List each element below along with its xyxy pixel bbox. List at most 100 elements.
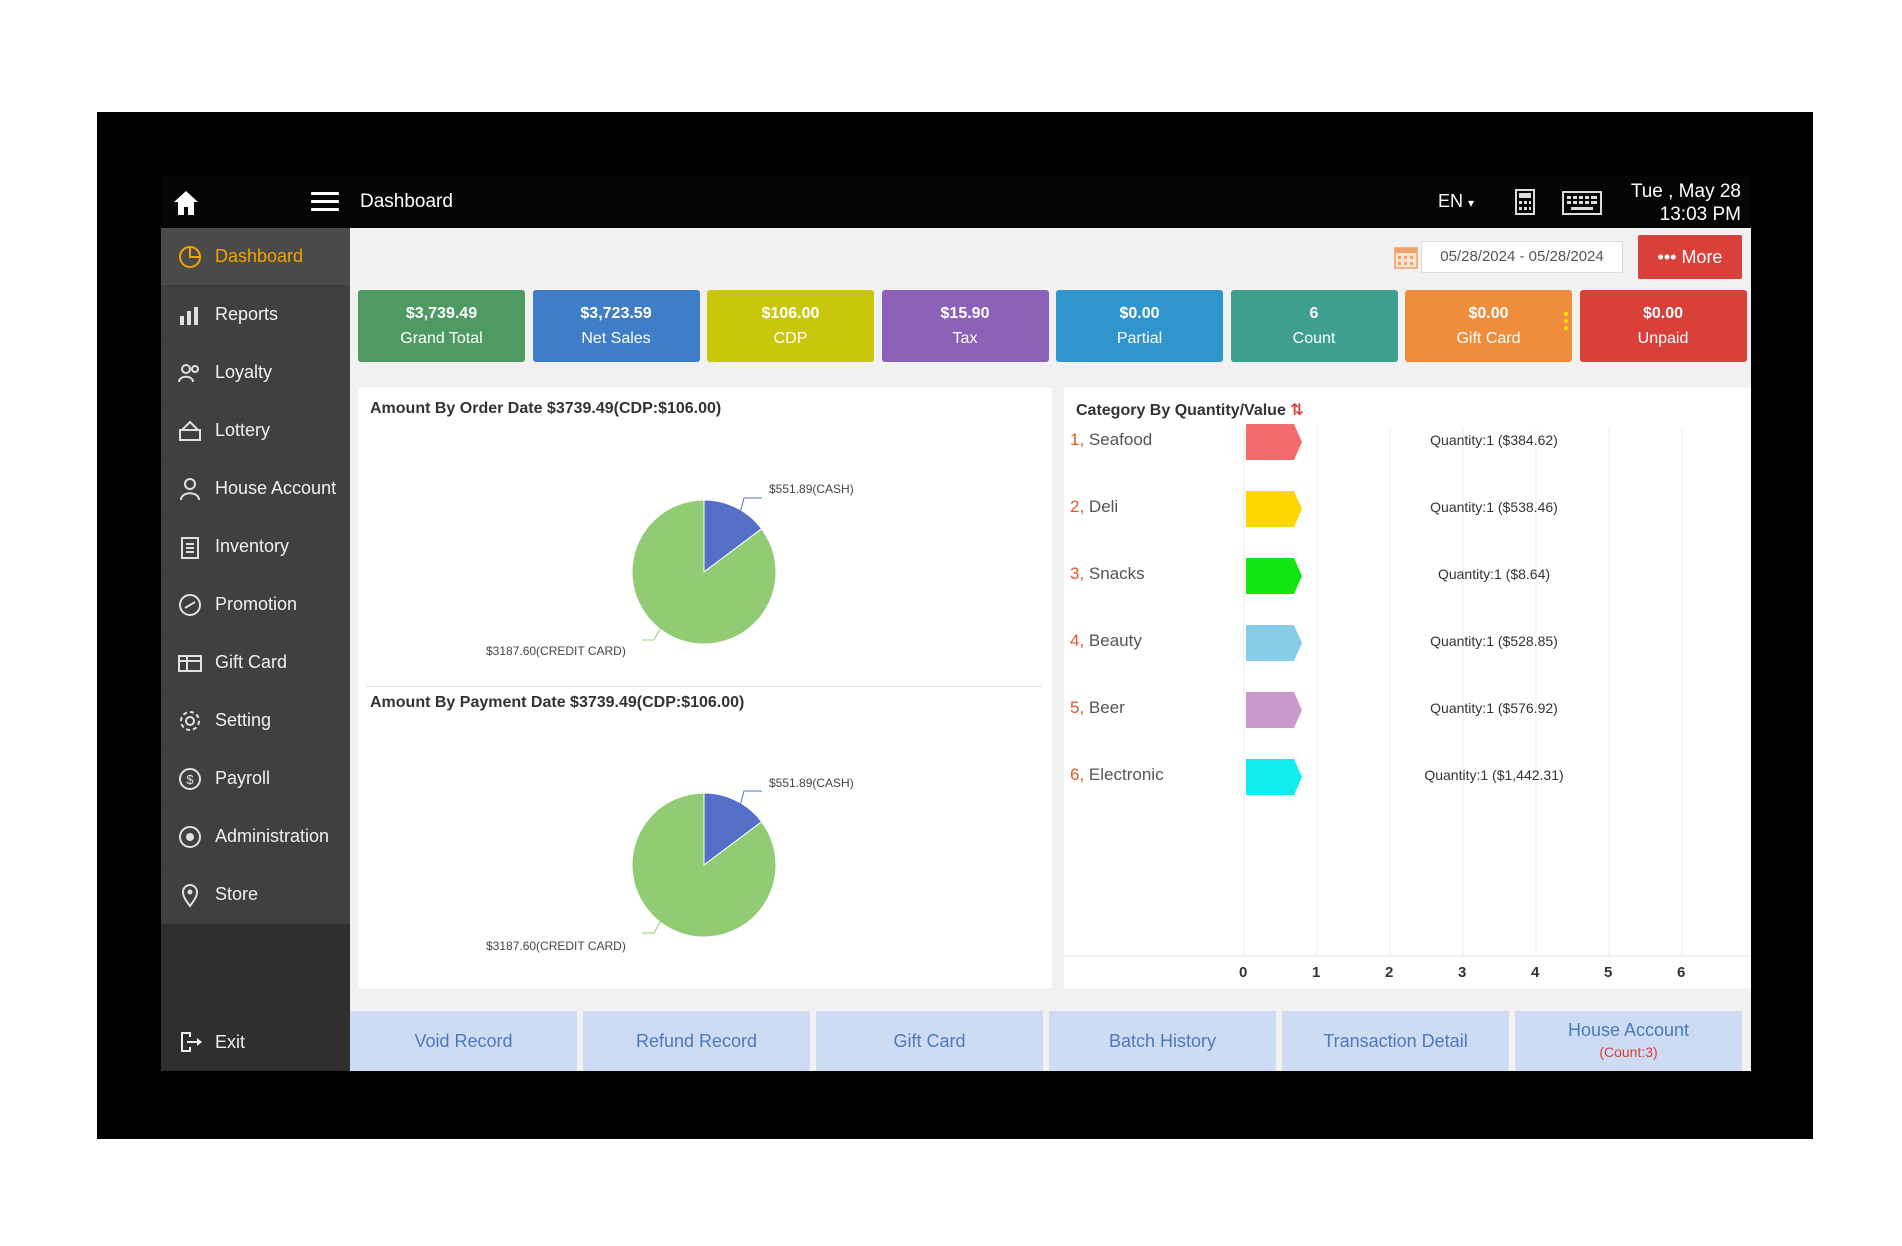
stat-card-grand-total[interactable]: $3,739.49 Grand Total bbox=[358, 290, 525, 362]
category-row-deli: 2, Deli Quantity:1 ($538.46) bbox=[1064, 489, 1751, 529]
sidebar-item-reports[interactable]: Reports bbox=[161, 286, 350, 344]
menu-toggle-icon[interactable] bbox=[311, 192, 339, 214]
transaction-detail-button[interactable]: Transaction Detail bbox=[1282, 1011, 1509, 1071]
sidebar-item-store[interactable]: Store bbox=[161, 866, 350, 924]
category-bar-deli[interactable] bbox=[1246, 491, 1302, 527]
category-label: Snacks bbox=[1088, 564, 1145, 583]
stat-label: Tax bbox=[952, 330, 978, 347]
order-chart-title: Amount By Order Date $3739.49(CDP:$106.0… bbox=[370, 400, 722, 417]
date-range-input[interactable]: 05/28/2024 - 05/28/2024 bbox=[1421, 241, 1623, 273]
refund-record-button[interactable]: Refund Record bbox=[583, 1011, 810, 1071]
sidebar-item-label: Lottery bbox=[215, 420, 271, 440]
stat-card-net-sales[interactable]: $3,723.59 Net Sales bbox=[532, 290, 700, 362]
stat-card-cdp[interactable]: $106.00 CDP bbox=[707, 290, 874, 362]
sidebar-item-inventory[interactable]: Inventory bbox=[161, 518, 350, 576]
home-icon[interactable] bbox=[171, 188, 201, 218]
app-screen: Dashboard Reports Loyalty Lottery House Acco… bbox=[161, 176, 1751, 1071]
calculator-icon[interactable] bbox=[1514, 188, 1536, 216]
order-pie-slice-credit-card[interactable] bbox=[631, 499, 777, 645]
button-label: Transaction Detail bbox=[1323, 1031, 1468, 1051]
category-label: Electronic bbox=[1088, 765, 1164, 784]
exit-label: Exit bbox=[215, 1031, 246, 1052]
category-bar-electronic[interactable] bbox=[1246, 759, 1302, 795]
gear-icon bbox=[180, 710, 200, 731]
category-rank: 5, bbox=[1070, 698, 1085, 717]
sidebar: Dashboard Reports Loyalty Lottery House Acco… bbox=[161, 176, 350, 1071]
gift-card-button[interactable]: Gift Card bbox=[816, 1011, 1043, 1071]
lottery-icon bbox=[179, 420, 201, 441]
order-pie-cash-leader-line bbox=[738, 497, 762, 518]
category-row-beer: 5, Beer Quantity:1 ($576.92) bbox=[1064, 690, 1751, 730]
category-quantity: Quantity:1 ($384.62) bbox=[1430, 432, 1558, 448]
payment-chart-title: Amount By Payment Date $3739.49(CDP:$106… bbox=[370, 694, 745, 711]
exit-icon bbox=[181, 1032, 202, 1052]
more-button[interactable]: ••• More bbox=[1638, 235, 1742, 279]
stat-card-unpaid[interactable]: $0.00 Unpaid bbox=[1579, 290, 1747, 362]
chart-pie-icon bbox=[179, 245, 201, 268]
stat-value: 6 bbox=[1309, 305, 1319, 322]
payment-card-label: $3187.60(CREDIT CARD) bbox=[486, 939, 626, 953]
category-bar-beauty[interactable] bbox=[1246, 625, 1302, 661]
category-bar-beer[interactable] bbox=[1246, 692, 1302, 728]
gift-card-icon bbox=[178, 654, 202, 672]
category-label: Deli bbox=[1088, 497, 1119, 516]
sidebar-item-administration[interactable]: Administration bbox=[161, 808, 350, 866]
order-pie-slice-cash[interactable] bbox=[703, 499, 763, 573]
sidebar-item-house-account[interactable]: House Account bbox=[161, 460, 350, 518]
date-label: Tue , May 28 bbox=[1630, 181, 1741, 202]
sidebar-item-exit[interactable]: Exit bbox=[161, 1013, 350, 1071]
button-sublabel: (Count:3) bbox=[1599, 1044, 1658, 1060]
stat-card-gift-card[interactable]: $0.00 Gift Card bbox=[1405, 290, 1572, 362]
language-select[interactable]: EN ▾ bbox=[1438, 191, 1474, 212]
sidebar-item-label: Promotion bbox=[215, 594, 298, 614]
payment-pie-slice-credit-card[interactable] bbox=[631, 792, 777, 938]
calendar-icon[interactable] bbox=[1393, 244, 1419, 270]
stat-card-tax[interactable]: $15.90 Tax bbox=[881, 290, 1049, 362]
sort-icon[interactable]: ⇅ bbox=[1290, 402, 1304, 419]
button-label: House Account bbox=[1567, 1020, 1690, 1040]
batch-history-button[interactable]: Batch History bbox=[1049, 1011, 1276, 1071]
category-rank: 3, bbox=[1070, 564, 1085, 583]
payment-pie-slice-cash[interactable] bbox=[703, 792, 763, 866]
sidebar-nav: Dashboard Reports Loyalty Lottery House Acco… bbox=[161, 228, 350, 924]
time-label: 13:03 PM bbox=[1659, 204, 1741, 225]
stat-label: Net Sales bbox=[581, 330, 651, 347]
sidebar-item-loyalty[interactable]: Loyalty bbox=[161, 344, 350, 402]
category-name: 5, Beer bbox=[1070, 698, 1125, 718]
category-rank: 2, bbox=[1070, 497, 1085, 516]
sidebar-item-lottery[interactable]: Lottery bbox=[161, 402, 350, 460]
category-bar-snacks[interactable] bbox=[1246, 558, 1302, 594]
order-cash-label: $551.89(CASH) bbox=[769, 482, 854, 496]
order-card-label: $3187.60(CREDIT CARD) bbox=[486, 644, 626, 658]
sidebar-item-promotion[interactable]: Promotion bbox=[161, 576, 350, 634]
stat-card-partial[interactable]: $0.00 Partial bbox=[1056, 290, 1223, 362]
category-row-beauty: 4, Beauty Quantity:1 ($528.85) bbox=[1064, 623, 1751, 663]
x-axis-tick-label: 4 bbox=[1531, 964, 1540, 981]
sidebar-item-setting[interactable]: Setting bbox=[161, 692, 350, 750]
stat-card-count[interactable]: 6 Count bbox=[1230, 290, 1398, 362]
chevron-down-icon: ▾ bbox=[1468, 196, 1475, 210]
category-quantity: Quantity:1 ($8.64) bbox=[1437, 566, 1551, 582]
sidebar-item-gift-card[interactable]: Gift Card bbox=[161, 634, 350, 692]
clipboard-icon bbox=[181, 536, 199, 559]
users-icon bbox=[178, 363, 199, 382]
sidebar-item-dashboard[interactable]: Dashboard bbox=[161, 228, 350, 286]
sidebar-item-label: Setting bbox=[215, 710, 272, 730]
category-row-snacks: 3, Snacks Quantity:1 ($8.64) bbox=[1064, 556, 1751, 596]
order-pie-card-leader-line bbox=[642, 621, 665, 641]
category-label: Seafood bbox=[1088, 430, 1153, 449]
payment-pie-cash-leader-line bbox=[738, 790, 762, 811]
keyboard-icon[interactable] bbox=[1562, 190, 1602, 216]
sidebar-item-label: Administration bbox=[215, 826, 330, 846]
house-account-button[interactable]: House Account (Count:3) bbox=[1515, 1011, 1742, 1071]
more-options-icon[interactable] bbox=[1564, 312, 1568, 333]
payment-cash-label: $551.89(CASH) bbox=[769, 776, 854, 790]
category-name: 2, Deli bbox=[1070, 497, 1118, 517]
sidebar-item-payroll[interactable]: $ Payroll bbox=[161, 750, 350, 808]
category-title-text: Category By Quantity/Value bbox=[1076, 402, 1286, 419]
category-panel: Category By Quantity/Value ⇅ 1, Seafood Q… bbox=[1064, 388, 1751, 988]
void-record-button[interactable]: Void Record bbox=[350, 1011, 577, 1071]
category-row-electronic: 6, Electronic Quantity:1 ($1,442.31) bbox=[1064, 757, 1751, 797]
map-pin-icon bbox=[181, 883, 199, 908]
category-bar-seafood[interactable] bbox=[1246, 424, 1302, 460]
